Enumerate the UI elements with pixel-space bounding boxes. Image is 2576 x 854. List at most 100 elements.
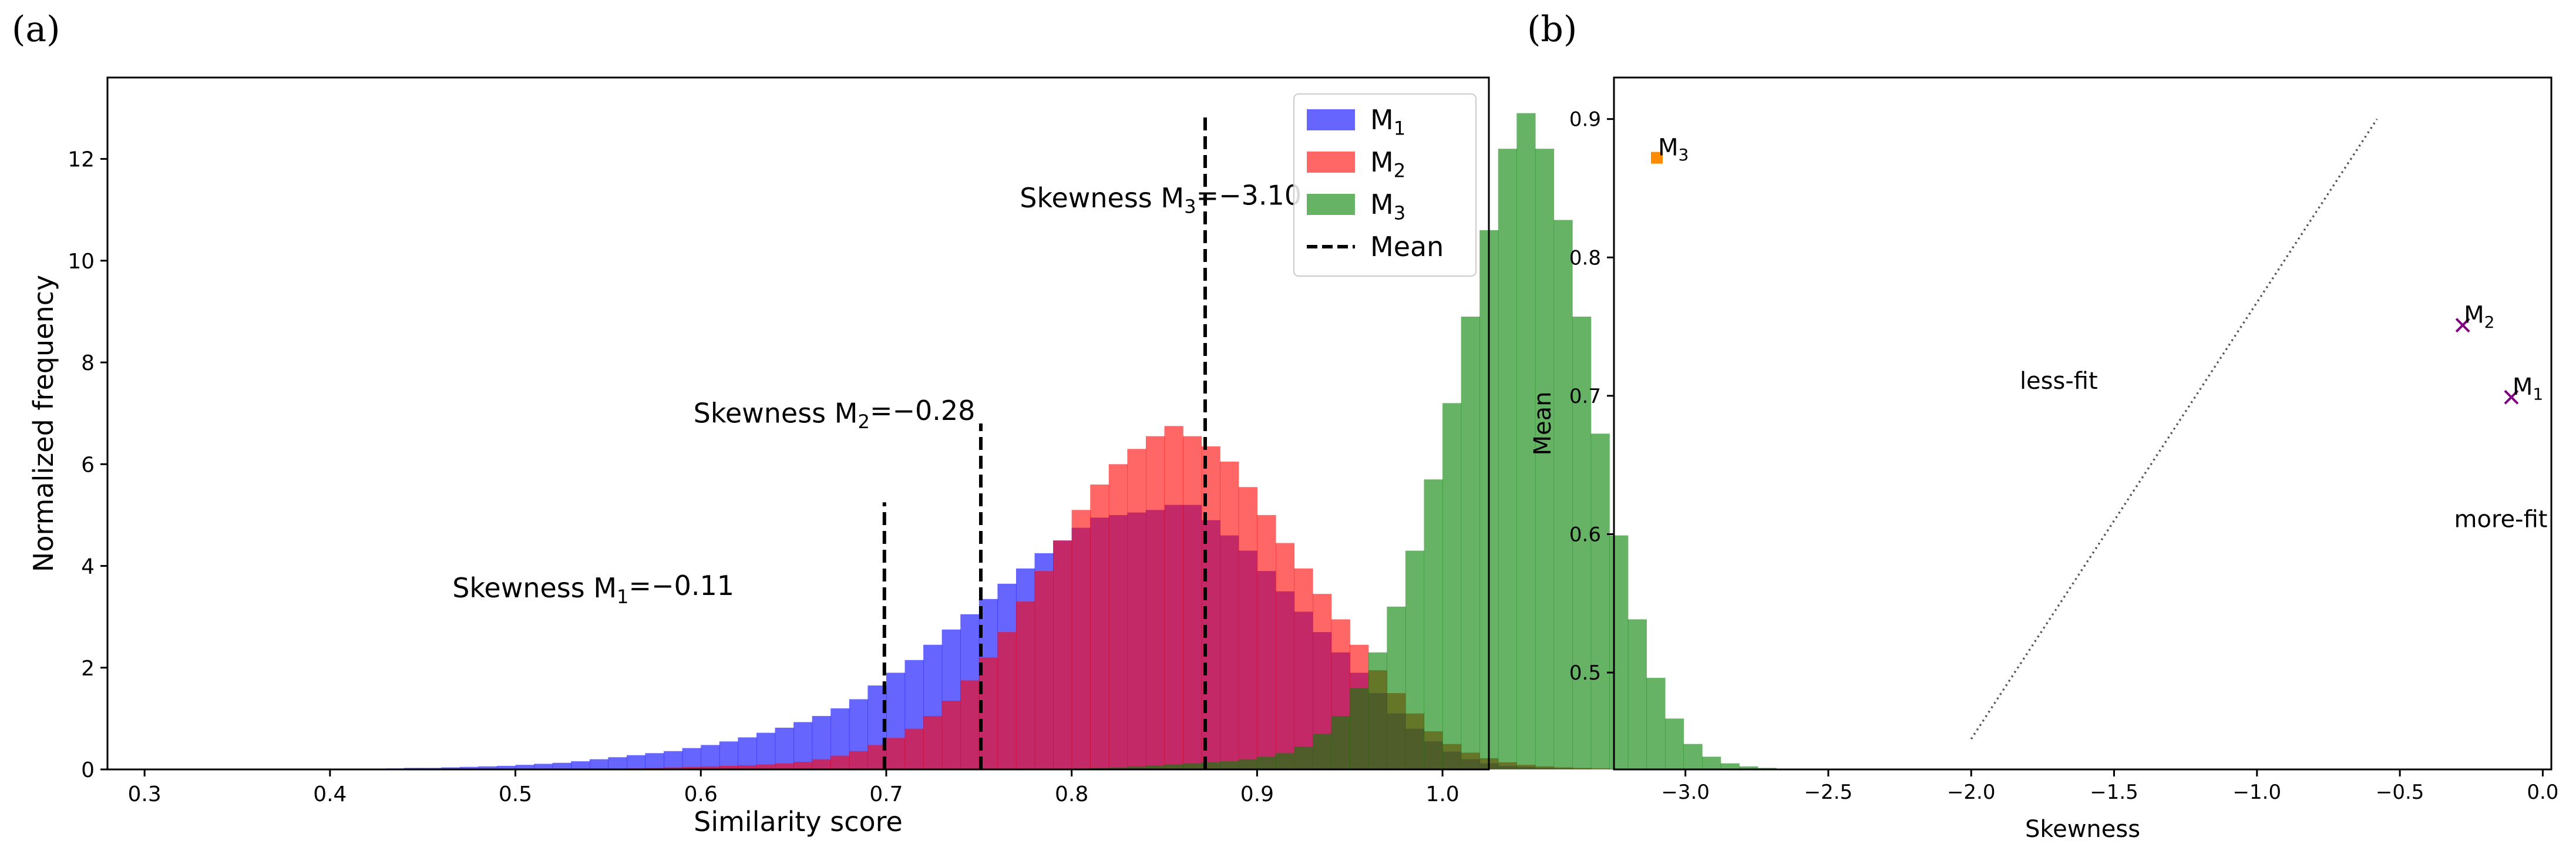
- bar-M2-59: [1238, 487, 1257, 769]
- bar-M2-61: [1275, 543, 1295, 769]
- bar-M1-18: [478, 766, 497, 769]
- series-M3-bars: [1071, 113, 1795, 770]
- panel-b-scatter: (b) −3.0 −2.5 −2.0 −1.5 −1.0 −0.5 0.0 0.50.60.…: [1527, 9, 2558, 843]
- point-label-M2: M2: [2464, 302, 2494, 332]
- y-tick-label: 0.5: [1569, 661, 1601, 685]
- bar-M3-73: [1498, 149, 1517, 770]
- panel-b-y-ticks: 0.5 0.6 0.7 0.8 0.9: [1569, 108, 1614, 685]
- bar-M3-58: [1220, 761, 1239, 769]
- bar-M3-55: [1164, 764, 1183, 769]
- x-tick-label: −2.0: [1947, 781, 1996, 804]
- skewness-label-M3-base: Skewness M: [1020, 182, 1184, 214]
- bar-M2-62: [1294, 568, 1313, 769]
- marker-x-M2: [2455, 318, 2470, 333]
- legend-label-M3: M3: [1370, 189, 1405, 224]
- point-M3: M3: [1650, 135, 1689, 164]
- bar-M2-52: [1108, 464, 1128, 769]
- bar-M1-24: [589, 759, 609, 769]
- bar-M3-56: [1183, 763, 1202, 769]
- point-M1: M1: [2504, 374, 2543, 405]
- skewness-label-M2-value: =−0.28: [870, 395, 976, 426]
- bar-M3-71: [1461, 317, 1480, 769]
- x-tick-label: 0.3: [128, 782, 162, 806]
- bar-M2-42: [923, 716, 943, 769]
- x-tick-label: −3.0: [1661, 781, 1710, 804]
- point-M2: M2: [2455, 302, 2495, 333]
- y-tick-label: 4: [81, 555, 95, 579]
- bar-M2-53: [1127, 449, 1146, 769]
- bar-M3-80: [1627, 619, 1647, 769]
- y-tick-label: 0.9: [1569, 108, 1601, 132]
- panel-b-label: (b): [1527, 9, 1577, 50]
- marker-x-M1: [2504, 389, 2519, 405]
- scatter-points: M3 M2 M1: [1650, 135, 2543, 405]
- bar-M2-41: [904, 728, 924, 769]
- y-tick-label: 0.7: [1569, 385, 1601, 408]
- bar-M3-75: [1535, 149, 1555, 770]
- bar-M3-53: [1127, 766, 1146, 769]
- skewness-label-M2-base: Skewness M: [694, 397, 858, 429]
- panel-a-x-axis-label: Similarity score: [694, 806, 903, 838]
- bar-M1-22: [552, 762, 571, 769]
- point-label-M1-base: M: [2513, 374, 2533, 401]
- skewness-label-M3-value: =−3.10: [1196, 180, 1302, 211]
- bar-M3-68: [1405, 550, 1425, 769]
- bar-M3-78: [1590, 433, 1610, 769]
- panel-a-y-ticks: 0 2 4 6 8 10 12: [68, 148, 107, 782]
- legend-label-M3-subscript: 3: [1394, 202, 1405, 224]
- y-tick-label: 0: [81, 758, 95, 782]
- bar-M3-66: [1368, 652, 1387, 769]
- bar-M3-65: [1350, 688, 1369, 769]
- legend-label-M1-base: M: [1370, 104, 1394, 136]
- y-tick-label: 6: [81, 453, 95, 477]
- region-label-less-fit: less-fit: [2020, 368, 2098, 395]
- x-tick-label: 0.8: [1055, 782, 1088, 806]
- legend-label-M2-subscript: 2: [1394, 160, 1405, 182]
- legend-swatch-M2: [1307, 152, 1355, 173]
- bar-M3-59: [1238, 759, 1257, 769]
- bar-M3-85: [1720, 763, 1740, 769]
- x-tick-label: −1.5: [2090, 781, 2138, 804]
- x-tick-label: 0.9: [1240, 782, 1274, 806]
- skewness-label-M1-value: =−0.11: [629, 570, 735, 601]
- bar-M3-84: [1702, 757, 1721, 769]
- bar-M2-46: [997, 632, 1017, 769]
- bar-M2-31: [719, 765, 738, 769]
- y-tick-label: 8: [81, 351, 95, 375]
- y-tick-label: 0.8: [1569, 246, 1601, 270]
- bar-M3-86: [1739, 766, 1758, 769]
- panel-a-x-ticks: 0.3 0.4 0.5 0.6 0.7 0.8 0.9 1.0: [128, 769, 1459, 806]
- bar-M3-64: [1331, 716, 1350, 769]
- bar-M2-51: [1090, 484, 1109, 769]
- bar-M1-16: [441, 767, 460, 769]
- x-tick-label: 0.5: [499, 782, 532, 806]
- bar-M3-83: [1683, 744, 1703, 769]
- x-tick-label: 0.6: [684, 782, 718, 806]
- bar-M3-79: [1609, 535, 1629, 769]
- bar-M1-32: [738, 737, 757, 769]
- x-tick-label: 0.7: [869, 782, 903, 806]
- x-tick-label: −0.5: [2376, 781, 2424, 804]
- legend-label-Mean-base: Mean: [1370, 231, 1444, 263]
- legend-label-M2-base: M: [1370, 146, 1394, 178]
- panel-a-axes-frame: [106, 76, 1490, 771]
- histogram-bars: [385, 113, 1795, 770]
- bar-M2-29: [682, 766, 701, 769]
- bar-M3-62: [1294, 747, 1313, 769]
- bar-M2-49: [1053, 540, 1072, 769]
- bar-M1-23: [571, 761, 590, 769]
- point-label-M3: M3: [1658, 135, 1689, 164]
- region-label-more-fit: more-fit: [2454, 506, 2548, 533]
- bar-M2-54: [1145, 436, 1165, 769]
- bar-M3-54: [1145, 765, 1165, 769]
- legend-swatch-M1: [1307, 109, 1355, 130]
- legend-label-M3-base: M: [1370, 189, 1394, 220]
- bar-M1-30: [701, 745, 720, 769]
- bar-M3-77: [1572, 317, 1592, 769]
- point-label-M1-subscript: 1: [2533, 385, 2543, 404]
- bar-M2-38: [849, 751, 868, 769]
